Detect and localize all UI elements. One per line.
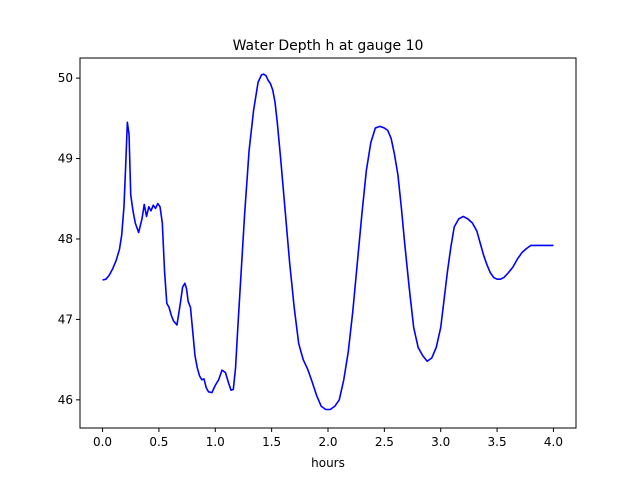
y-tick-label: 47: [58, 312, 73, 326]
x-axis: 0.0 0.5 1.0 1.5 2.0 2.5 3.0 3.5 4.0: [93, 428, 563, 449]
x-axis-label: hours: [311, 456, 345, 470]
y-tick-label: 48: [58, 232, 73, 246]
x-tick-label: 2.0: [318, 435, 337, 449]
x-tick-label: 0.0: [93, 435, 112, 449]
x-tick-label: 1.5: [262, 435, 281, 449]
plot-frame: [79, 57, 577, 429]
series-line-0: [102, 73, 554, 411]
y-tick-label: 50: [58, 71, 73, 85]
y-axis: 46 47 48 49 50: [58, 71, 80, 407]
x-tick-label: 3.5: [488, 435, 507, 449]
plot-area: [102, 73, 554, 411]
y-tick-label: 46: [58, 393, 73, 407]
x-tick-label: 2.5: [375, 435, 394, 449]
y-tick-label: 49: [58, 152, 73, 166]
x-tick-label: 1.0: [206, 435, 225, 449]
x-tick-label: 3.0: [431, 435, 450, 449]
x-tick-label: 4.0: [544, 435, 563, 449]
chart-title: Water Depth h at gauge 10: [233, 38, 424, 54]
x-tick-label: 0.5: [149, 435, 168, 449]
